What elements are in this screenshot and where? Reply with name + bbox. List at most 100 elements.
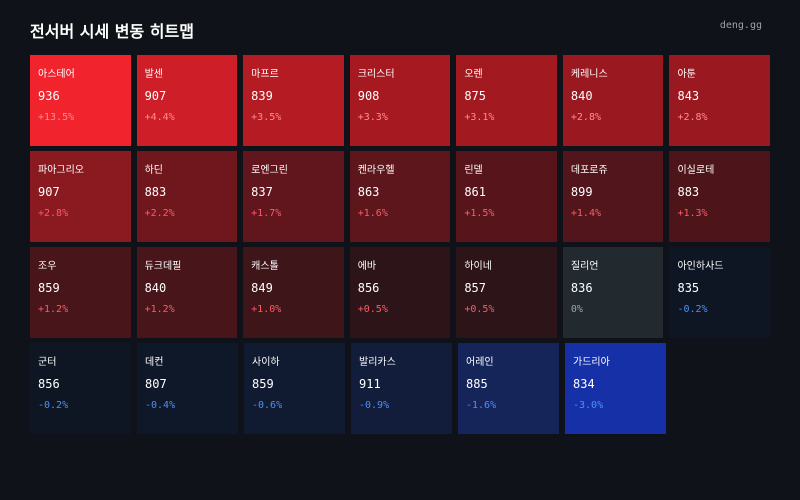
server-name: 크리스터 (357, 69, 395, 80)
server-name: 데컨 (145, 357, 164, 368)
server-tile[interactable]: 질리언 836 0% (562, 247, 664, 338)
server-name: 캐스톨 (251, 261, 279, 272)
change-percent: +3.1% (464, 112, 495, 123)
server-tile[interactable]: 발리카스 911 -0.9% (351, 343, 452, 434)
server-price: 840 (570, 89, 593, 103)
server-price: 840 (144, 281, 167, 295)
change-percent: +1.2% (38, 304, 69, 315)
server-tile[interactable]: 하딘 883 +2.2% (136, 151, 238, 242)
server-name: 아툰 (677, 69, 696, 80)
server-name: 오렌 (464, 69, 483, 80)
change-percent: +1.0% (251, 304, 282, 315)
server-tile[interactable]: 군터 856 -0.2% (30, 343, 131, 434)
server-price: 859 (38, 281, 60, 295)
server-name: 데포로쥬 (570, 165, 608, 176)
server-price: 836 (570, 281, 593, 295)
server-name: 어레인 (466, 357, 494, 368)
server-name: 케레니스 (570, 69, 608, 80)
server-name: 사이하 (252, 357, 280, 368)
server-price: 856 (38, 377, 60, 391)
server-name: 질리언 (570, 261, 599, 272)
server-tile[interactable]: 마프르 839 +3.5% (243, 55, 344, 146)
server-tile[interactable]: 켄라우헬 863 +1.6% (349, 151, 451, 242)
change-percent: -0.2% (677, 304, 708, 315)
server-tile[interactable]: 에바 856 +0.5% (349, 247, 451, 338)
server-price: 807 (145, 377, 167, 391)
server-tile[interactable]: 가드리아 834 -3.0% (565, 343, 666, 434)
server-tile[interactable]: 크리스터 908 +3.3% (349, 55, 451, 146)
server-name: 하딘 (144, 165, 163, 176)
server-tile[interactable]: 조우 859 +1.2% (30, 247, 131, 338)
server-tile[interactable]: 로엔그린 837 +1.7% (243, 151, 344, 242)
heatmap-grid: 아스테어 936 +13.5% 발센 907 +4.4% 마프르 839 +3.5% 크리스터 90… (30, 55, 771, 439)
change-percent: +3.3% (357, 112, 388, 123)
server-price: 907 (144, 89, 167, 103)
server-price: 885 (466, 377, 488, 391)
server-price: 907 (38, 185, 60, 199)
server-price: 936 (38, 89, 60, 103)
server-tile[interactable]: 아툰 843 +2.8% (669, 55, 771, 146)
server-tile[interactable]: 사이하 859 -0.6% (244, 343, 345, 434)
change-percent: +1.2% (144, 304, 175, 315)
server-tile[interactable]: 캐스톨 849 +1.0% (243, 247, 344, 338)
server-price: 883 (677, 185, 700, 199)
server-price: 911 (359, 377, 381, 391)
change-percent: +2.8% (570, 112, 601, 123)
heatmap-row: 파아그리오 907 +2.8% 하딘 883 +2.2% 로엔그린 837 +1.7% 켄라우헬 8… (30, 151, 771, 242)
server-price: 834 (573, 377, 595, 391)
change-percent: -3.0% (573, 400, 604, 411)
server-price: 899 (570, 185, 593, 199)
server-price: 856 (357, 281, 380, 295)
change-percent: +1.5% (464, 208, 495, 219)
server-tile[interactable]: 데컨 807 -0.4% (137, 343, 238, 434)
change-percent: +1.7% (251, 208, 282, 219)
change-percent: +4.4% (144, 112, 175, 123)
change-percent: +2.8% (38, 208, 69, 219)
server-name: 군터 (38, 357, 57, 368)
server-price: 857 (464, 281, 486, 295)
server-name: 린델 (464, 165, 483, 176)
page-title: 전서버 시세 변동 히트맵 (30, 22, 194, 41)
server-name: 발리카스 (359, 357, 396, 368)
change-percent: -0.4% (145, 400, 176, 411)
server-tile[interactable]: 아스테어 936 +13.5% (30, 55, 131, 146)
server-tile[interactable]: 아인하사드 835 -0.2% (669, 247, 771, 338)
change-percent: +3.5% (251, 112, 282, 123)
change-percent: +1.4% (570, 208, 601, 219)
server-tile[interactable]: 어레인 885 -1.6% (458, 343, 559, 434)
server-price: 843 (677, 89, 700, 103)
server-price: 875 (464, 89, 486, 103)
change-percent: +1.6% (357, 208, 388, 219)
change-percent: -0.6% (252, 400, 283, 411)
server-tile[interactable]: 발센 907 +4.4% (136, 55, 238, 146)
change-percent: 0% (570, 304, 583, 315)
server-tile[interactable]: 오렌 875 +3.1% (456, 55, 557, 146)
server-price: 839 (251, 89, 273, 103)
server-name: 듀크데필 (144, 261, 182, 272)
server-name: 파아그리오 (38, 165, 84, 176)
server-name: 하이네 (464, 261, 492, 272)
change-percent: +0.5% (464, 304, 495, 315)
server-price: 859 (252, 377, 274, 391)
server-price: 863 (357, 185, 380, 199)
server-name: 가드리아 (573, 357, 610, 368)
header: 전서버 시세 변동 히트맵 deng.gg (30, 18, 762, 42)
server-name: 켄라우헬 (357, 165, 395, 176)
change-percent: +0.5% (357, 304, 388, 315)
heatmap-row: 조우 859 +1.2% 듀크데필 840 +1.2% 캐스톨 849 +1.0% 에바 856 +0… (30, 247, 771, 338)
server-tile[interactable]: 파아그리오 907 +2.8% (30, 151, 131, 242)
server-price: 835 (677, 281, 700, 295)
server-tile[interactable]: 데포로쥬 899 +1.4% (562, 151, 664, 242)
server-tile[interactable]: 이실로테 883 +1.3% (669, 151, 771, 242)
server-name: 아스테어 (38, 69, 75, 80)
change-percent: -0.2% (38, 400, 69, 411)
server-price: 849 (251, 281, 273, 295)
server-name: 조우 (38, 261, 57, 272)
brand-link[interactable]: deng.gg (719, 20, 762, 31)
server-tile[interactable]: 케레니스 840 +2.8% (562, 55, 664, 146)
server-name: 에바 (357, 261, 377, 272)
server-tile[interactable]: 듀크데필 840 +1.2% (136, 247, 238, 338)
server-name: 마프르 (251, 69, 279, 80)
server-tile[interactable]: 하이네 857 +0.5% (456, 247, 557, 338)
server-tile[interactable]: 린델 861 +1.5% (456, 151, 557, 242)
